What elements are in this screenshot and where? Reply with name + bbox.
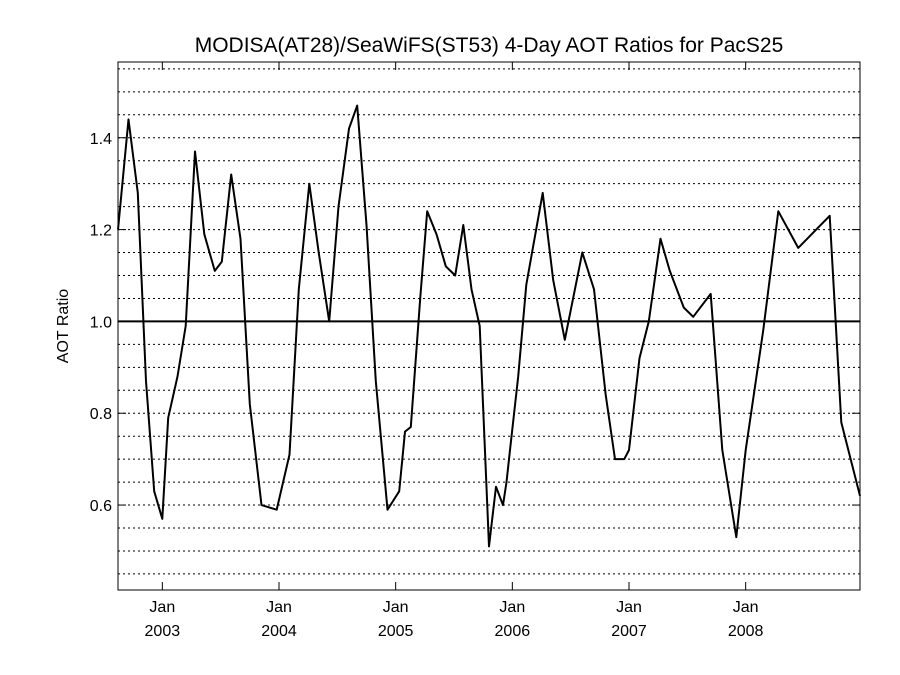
- x-tick-label-month: Jan: [499, 599, 525, 616]
- x-tick-label-year: 2005: [378, 623, 414, 640]
- x-tick-label-month: Jan: [616, 599, 642, 616]
- x-tick-label-month: Jan: [733, 599, 759, 616]
- y-axis: 0.6 0.8 1.0 1.2 1.4: [90, 131, 860, 515]
- x-tick-label-month: Jan: [266, 599, 292, 616]
- x-tick-label-year: 2004: [261, 623, 297, 640]
- x-tick-label-year: 2007: [611, 623, 647, 640]
- y-tick-label: 0.8: [90, 406, 112, 423]
- gridlines: [118, 68, 860, 575]
- x-tick-label-year: 2006: [495, 623, 531, 640]
- plot-frame: [117, 61, 861, 591]
- x-tick-label-month: Jan: [149, 599, 175, 616]
- y-tick-label: 1.4: [90, 131, 112, 148]
- y-tick-label: 1.2: [90, 223, 112, 240]
- plot-border: [117, 61, 861, 591]
- x-tick-label-year: 2003: [145, 623, 181, 640]
- y-tick-label: 1.0: [90, 314, 112, 331]
- x-tick-label-month: Jan: [383, 599, 409, 616]
- x-tick-label-year: 2008: [728, 623, 764, 640]
- series-line-1: [117, 104, 861, 548]
- y-tick-label: 0.6: [90, 498, 112, 515]
- y-axis-label: AOT Ratio: [55, 289, 72, 364]
- x-axis: Jan 2003 Jan 2004 Jan 2005 Jan 2006 Jan 2007 Jan 20…: [145, 62, 764, 640]
- chart-title: MODISA(AT28)/SeaWiFS(ST53) 4-Day AOT Rat…: [195, 34, 784, 57]
- series-group: [117, 104, 861, 548]
